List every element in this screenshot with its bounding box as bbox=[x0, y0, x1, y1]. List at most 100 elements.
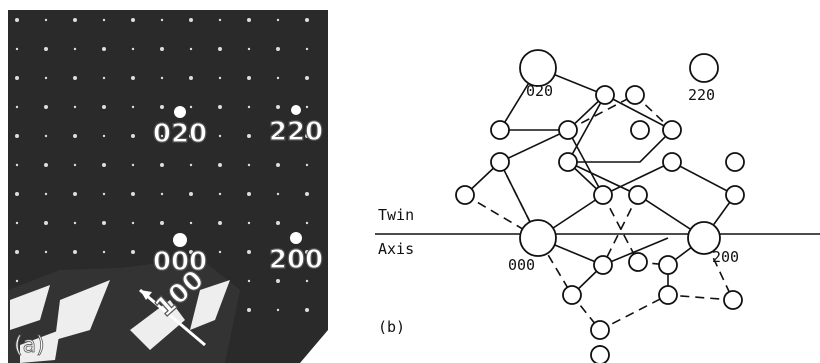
spot bbox=[190, 222, 192, 224]
spot bbox=[131, 76, 135, 80]
spot bbox=[44, 221, 48, 225]
spot bbox=[74, 164, 76, 166]
spot bbox=[247, 134, 251, 138]
spot bbox=[45, 251, 47, 253]
lattice-point bbox=[491, 153, 509, 171]
spot bbox=[73, 18, 77, 22]
spot bbox=[277, 309, 279, 311]
spot bbox=[306, 106, 308, 108]
spot bbox=[103, 251, 105, 253]
spot bbox=[305, 76, 309, 80]
lattice-point bbox=[726, 153, 744, 171]
spot bbox=[276, 47, 280, 51]
spot bbox=[305, 18, 309, 22]
spot bbox=[103, 77, 105, 79]
panel-label: (b) bbox=[378, 318, 405, 336]
spot bbox=[277, 19, 279, 21]
spot bbox=[132, 222, 134, 224]
lattice-point bbox=[594, 256, 612, 274]
lattice-point bbox=[596, 86, 614, 104]
spot bbox=[276, 279, 280, 283]
spot-label: 200 bbox=[269, 245, 323, 275]
spot bbox=[45, 19, 47, 21]
spot bbox=[16, 106, 18, 108]
spot bbox=[248, 280, 250, 282]
spot bbox=[189, 76, 193, 80]
spot bbox=[160, 163, 164, 167]
spot bbox=[131, 18, 135, 22]
spot bbox=[276, 221, 280, 225]
lattice-point bbox=[594, 186, 612, 204]
spot bbox=[74, 222, 76, 224]
spot bbox=[306, 48, 308, 50]
spot bbox=[45, 77, 47, 79]
spot bbox=[103, 135, 105, 137]
spot bbox=[161, 77, 163, 79]
spot bbox=[103, 19, 105, 21]
spot bbox=[161, 193, 163, 195]
spot bbox=[277, 193, 279, 195]
spot bbox=[161, 19, 163, 21]
spot bbox=[306, 280, 308, 282]
spot bbox=[15, 250, 19, 254]
lattice-point bbox=[559, 153, 577, 171]
spot bbox=[305, 192, 309, 196]
lattice-point bbox=[724, 291, 742, 309]
lattice-point bbox=[629, 253, 647, 271]
spot bbox=[103, 193, 105, 195]
spot bbox=[160, 221, 164, 225]
spot bbox=[190, 164, 192, 166]
spot bbox=[247, 76, 251, 80]
lattice-point bbox=[491, 121, 509, 139]
spot bbox=[102, 47, 106, 51]
lattice-point bbox=[726, 186, 744, 204]
spot bbox=[131, 134, 135, 138]
lattice-point bbox=[629, 186, 647, 204]
spot bbox=[73, 250, 77, 254]
spot bbox=[219, 135, 221, 137]
spot bbox=[44, 47, 48, 51]
panel-label: (a) bbox=[14, 333, 45, 358]
spot bbox=[219, 251, 221, 253]
spot bbox=[190, 106, 192, 108]
spot-label: 020 bbox=[153, 119, 207, 149]
spot bbox=[219, 19, 221, 21]
spot bbox=[44, 105, 48, 109]
spot bbox=[247, 18, 251, 22]
spot bbox=[218, 163, 222, 167]
spot bbox=[15, 192, 19, 196]
spot bbox=[218, 47, 222, 51]
spot bbox=[160, 105, 164, 109]
lattice-point bbox=[663, 153, 681, 171]
spot bbox=[102, 163, 106, 167]
spot-label: 020 bbox=[526, 82, 553, 100]
spot bbox=[74, 48, 76, 50]
spot bbox=[219, 77, 221, 79]
spot bbox=[247, 250, 251, 254]
lattice-point bbox=[663, 121, 681, 139]
spot bbox=[74, 106, 76, 108]
spot bbox=[16, 222, 18, 224]
spot bbox=[16, 164, 18, 166]
spot bbox=[306, 164, 308, 166]
spot bbox=[132, 106, 134, 108]
spot bbox=[306, 222, 308, 224]
spot bbox=[15, 76, 19, 80]
spot bbox=[247, 308, 251, 312]
spot bbox=[218, 221, 222, 225]
lattice-point bbox=[626, 86, 644, 104]
spot bbox=[131, 250, 135, 254]
spot bbox=[45, 135, 47, 137]
diffraction-pattern: 020 220 000 200 100 (a) bbox=[8, 10, 328, 363]
spot bbox=[15, 18, 19, 22]
spot-label: 200 bbox=[712, 248, 739, 266]
spot bbox=[132, 48, 134, 50]
schematic: 020 220 000 200 Twin Axis (b) bbox=[375, 50, 820, 363]
spot bbox=[102, 221, 106, 225]
lattice-point bbox=[591, 321, 609, 339]
lattice-point bbox=[659, 286, 677, 304]
lattice-point bbox=[659, 256, 677, 274]
spot bbox=[45, 193, 47, 195]
spot bbox=[247, 192, 251, 196]
spot bbox=[276, 163, 280, 167]
